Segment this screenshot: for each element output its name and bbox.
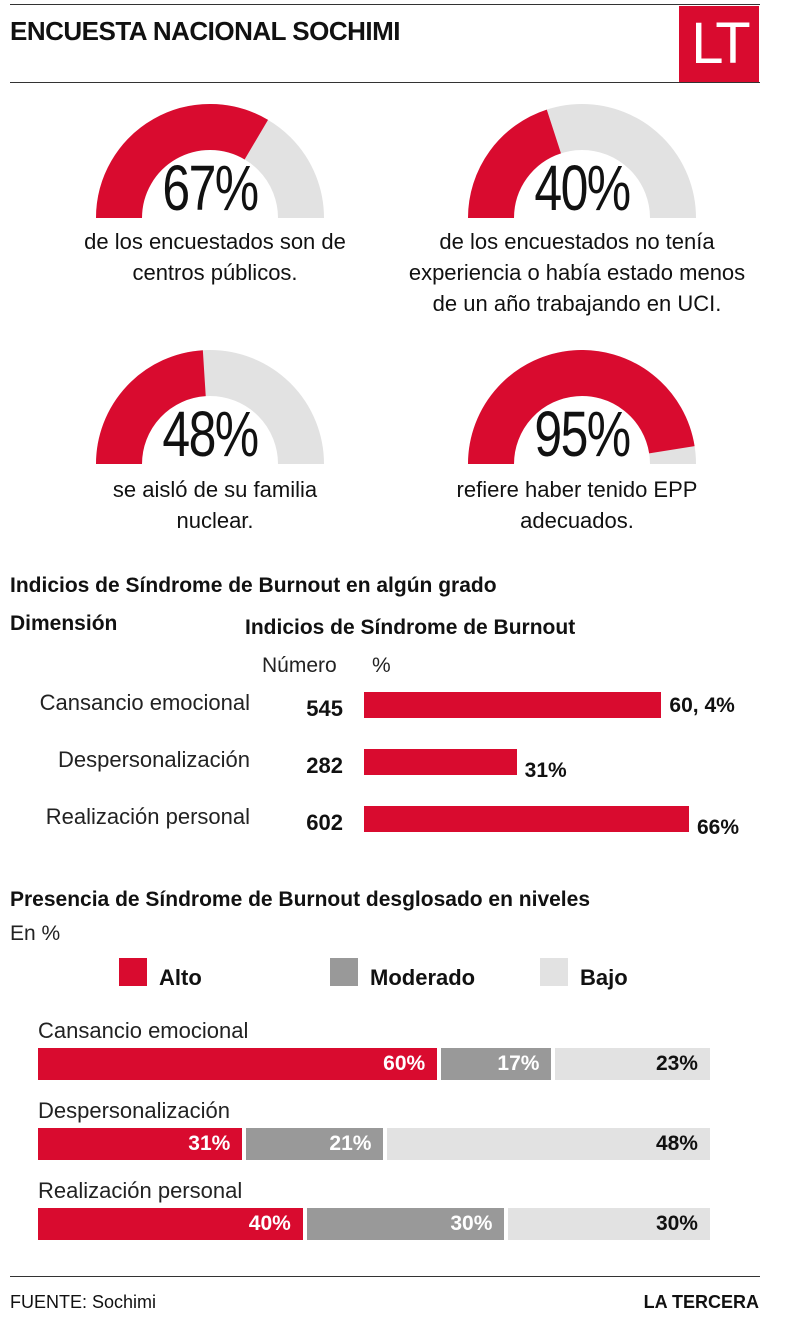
footer-rule	[10, 1276, 760, 1277]
levels-title: Presencia de Síndrome de Burnout desglos…	[10, 888, 590, 911]
burnout-row-label: Despersonalización	[58, 747, 250, 772]
gauge-description-line: de un año trabajando en UCI.	[432, 291, 722, 316]
brand-text: LA TERCERA	[643, 1292, 759, 1312]
stack-segment-alto: 60%	[38, 1048, 438, 1080]
legend-swatch	[119, 958, 147, 986]
stack-segment-moderado: 30%	[306, 1208, 505, 1240]
gauge-fill	[468, 109, 562, 219]
burnout-bar	[364, 692, 662, 718]
burnout-row-label: Realización personal	[45, 804, 250, 829]
stack-segment-alto: 31%	[38, 1128, 243, 1160]
gauge-fill	[468, 350, 695, 465]
number-header: Número	[262, 654, 337, 677]
stack-segment-bajo: 23%	[555, 1048, 710, 1080]
source-text: FUENTE: Sochimi	[10, 1292, 157, 1312]
gauge-description: se aisló de su familia nuclear.	[40, 474, 390, 536]
page-title: ENCUESTA NACIONAL SOCHIMI	[10, 16, 401, 46]
top-rule	[10, 4, 760, 5]
burnout-row-label: Cansancio emocional	[39, 690, 250, 715]
stack-segment-moderado: 21%	[246, 1128, 384, 1160]
gauge-description: refiere haber tenido EPP adecuados.	[382, 474, 772, 536]
gauge-description: de los encuestados son de centros público…	[40, 226, 390, 288]
levels-unit: En %	[10, 922, 61, 945]
legend-swatch	[540, 958, 568, 986]
gauge-percent: 48%	[162, 398, 259, 470]
stack-segment-bajo: 48%	[387, 1128, 710, 1160]
stacked-bar: 31% 21% 48%	[38, 1128, 710, 1160]
header-rule	[10, 82, 760, 83]
stack-row-label: Despersonalización	[38, 1098, 230, 1123]
gauge-fill	[96, 104, 269, 219]
la-tercera-logo: LT	[679, 6, 759, 82]
stack-segment-alto: 40%	[38, 1208, 303, 1240]
burnout-bar	[364, 749, 517, 775]
gauge-percent: 67%	[162, 152, 259, 224]
gauge-description-line: nuclear.	[176, 508, 254, 533]
percent-header: %	[372, 654, 391, 677]
legend-label: Alto	[159, 965, 202, 990]
gauge-percent: 95%	[534, 398, 631, 470]
burnout-bar	[364, 806, 689, 832]
gauge-description-line: se aisló de su familia	[112, 477, 318, 502]
gauge-3: 48%	[95, 350, 325, 468]
gauge-description-line: adecuados.	[520, 508, 634, 533]
dimension-header: Dimensión	[10, 612, 118, 635]
burnout-row-number: 545	[306, 696, 343, 721]
stack-segment-moderado: 17%	[441, 1048, 552, 1080]
legend-label: Bajo	[580, 965, 628, 990]
indicator-header: Indicios de Síndrome de Burnout	[245, 616, 576, 639]
gauge-4: 95%	[467, 350, 697, 468]
gauge-description-line: refiere haber tenido EPP	[456, 477, 698, 502]
stacked-bar: 40% 30% 30%	[38, 1208, 710, 1240]
gauge-1: 67%	[95, 104, 325, 222]
stack-row-label: Cansancio emocional	[38, 1018, 249, 1043]
stack-segment-bajo: 30%	[508, 1208, 710, 1240]
gauge-description-line: de los encuestados no tenía	[439, 229, 715, 254]
gauge-fill	[96, 350, 207, 465]
burnout-bar-value: 66%	[697, 816, 740, 839]
burnout-row-number: 282	[306, 753, 343, 778]
burnout-row-number: 602	[306, 810, 343, 835]
gauge-2: 40%	[467, 104, 697, 222]
burnout-bar-value: 60, 4%	[669, 694, 735, 717]
legend-label: Moderado	[370, 965, 476, 990]
gauge-description-line: centros públicos.	[132, 260, 298, 285]
legend-swatch	[330, 958, 358, 986]
stacked-bar: 60% 17% 23%	[38, 1048, 710, 1080]
gauge-description-line: experiencia o había estado menos	[408, 260, 746, 285]
stack-row-label: Realización personal	[38, 1178, 243, 1203]
burnout-title: Indicios de Síndrome de Burnout en algún…	[10, 574, 497, 597]
gauge-description: de los encuestados no tenía experiencia o…	[382, 226, 772, 319]
gauge-description-line: de los encuestados son de	[84, 229, 346, 254]
burnout-bar-value: 31%	[524, 759, 567, 782]
gauge-percent: 40%	[534, 152, 631, 224]
